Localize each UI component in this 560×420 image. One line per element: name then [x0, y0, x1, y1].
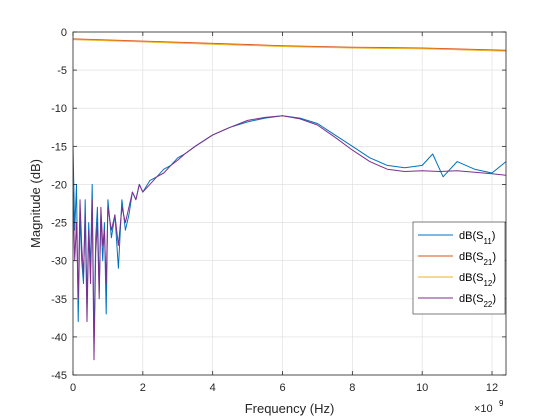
legend-label-main: dB(S [459, 251, 483, 263]
legend-label-subscript: 11 [483, 237, 492, 246]
x-tick-label: 8 [349, 382, 355, 394]
legend-label: dB(S21) [459, 251, 496, 267]
series-line-4 [73, 115, 506, 361]
legend-label-subscript: 12 [483, 279, 492, 288]
x-tick-label: 12 [486, 382, 498, 394]
y-tick-label: -45 [51, 370, 67, 382]
y-tick-label: -40 [51, 332, 67, 344]
legend: dB(S11)dB(S21)dB(S12)dB(S22) [412, 221, 506, 315]
series-line-3 [73, 39, 506, 52]
tick-labels: 0 2 4 6 8 10 12 0 -5 -10 -15 -20 -25 -30 -35 -40 -45 [51, 27, 498, 394]
y-tick-label: -5 [57, 65, 67, 77]
series-line-2 [73, 38, 506, 51]
legend-label: dB(S22) [459, 293, 496, 309]
legend-box [412, 221, 506, 315]
y-tick-label: -10 [51, 103, 67, 115]
legend-label-close: ) [492, 230, 496, 242]
y-tick-label: -35 [51, 294, 67, 306]
legend-label-main: dB(S [459, 293, 483, 305]
y-tick-label: -30 [51, 256, 67, 268]
y-tick-label: -25 [51, 218, 67, 230]
legend-label-close: ) [492, 272, 496, 284]
y-tick-label: -20 [51, 179, 67, 191]
legend-label-main: dB(S [459, 230, 483, 242]
legend-label-main: dB(S [459, 272, 483, 284]
ticks [72, 31, 506, 376]
legend-label-close: ) [492, 293, 496, 305]
x-exponent-base: ×10 [474, 403, 493, 415]
legend-label: dB(S11) [459, 230, 495, 246]
x-tick-label: 10 [416, 382, 428, 394]
axes-box [72, 31, 507, 376]
x-exponent-label: ×10 9 [474, 399, 504, 415]
y-axis-label: Magnitude (dB) [28, 159, 43, 248]
legend-label-subscript: 21 [483, 258, 492, 267]
y-tick-label: -15 [51, 141, 67, 153]
x-axis-label: Frequency (Hz) [245, 401, 335, 416]
legend-label: dB(S12) [459, 272, 496, 288]
x-tick-label: 2 [140, 382, 146, 394]
x-tick-label: 6 [279, 382, 285, 394]
x-exponent-power: 9 [499, 399, 504, 408]
plot-area [73, 32, 506, 375]
series-group [73, 38, 506, 361]
y-tick-label: 0 [61, 27, 67, 39]
x-tick-label: 0 [70, 382, 76, 394]
x-tick-label: 4 [210, 382, 216, 394]
legend-label-subscript: 22 [483, 300, 492, 309]
legend-label-close: ) [492, 251, 496, 263]
